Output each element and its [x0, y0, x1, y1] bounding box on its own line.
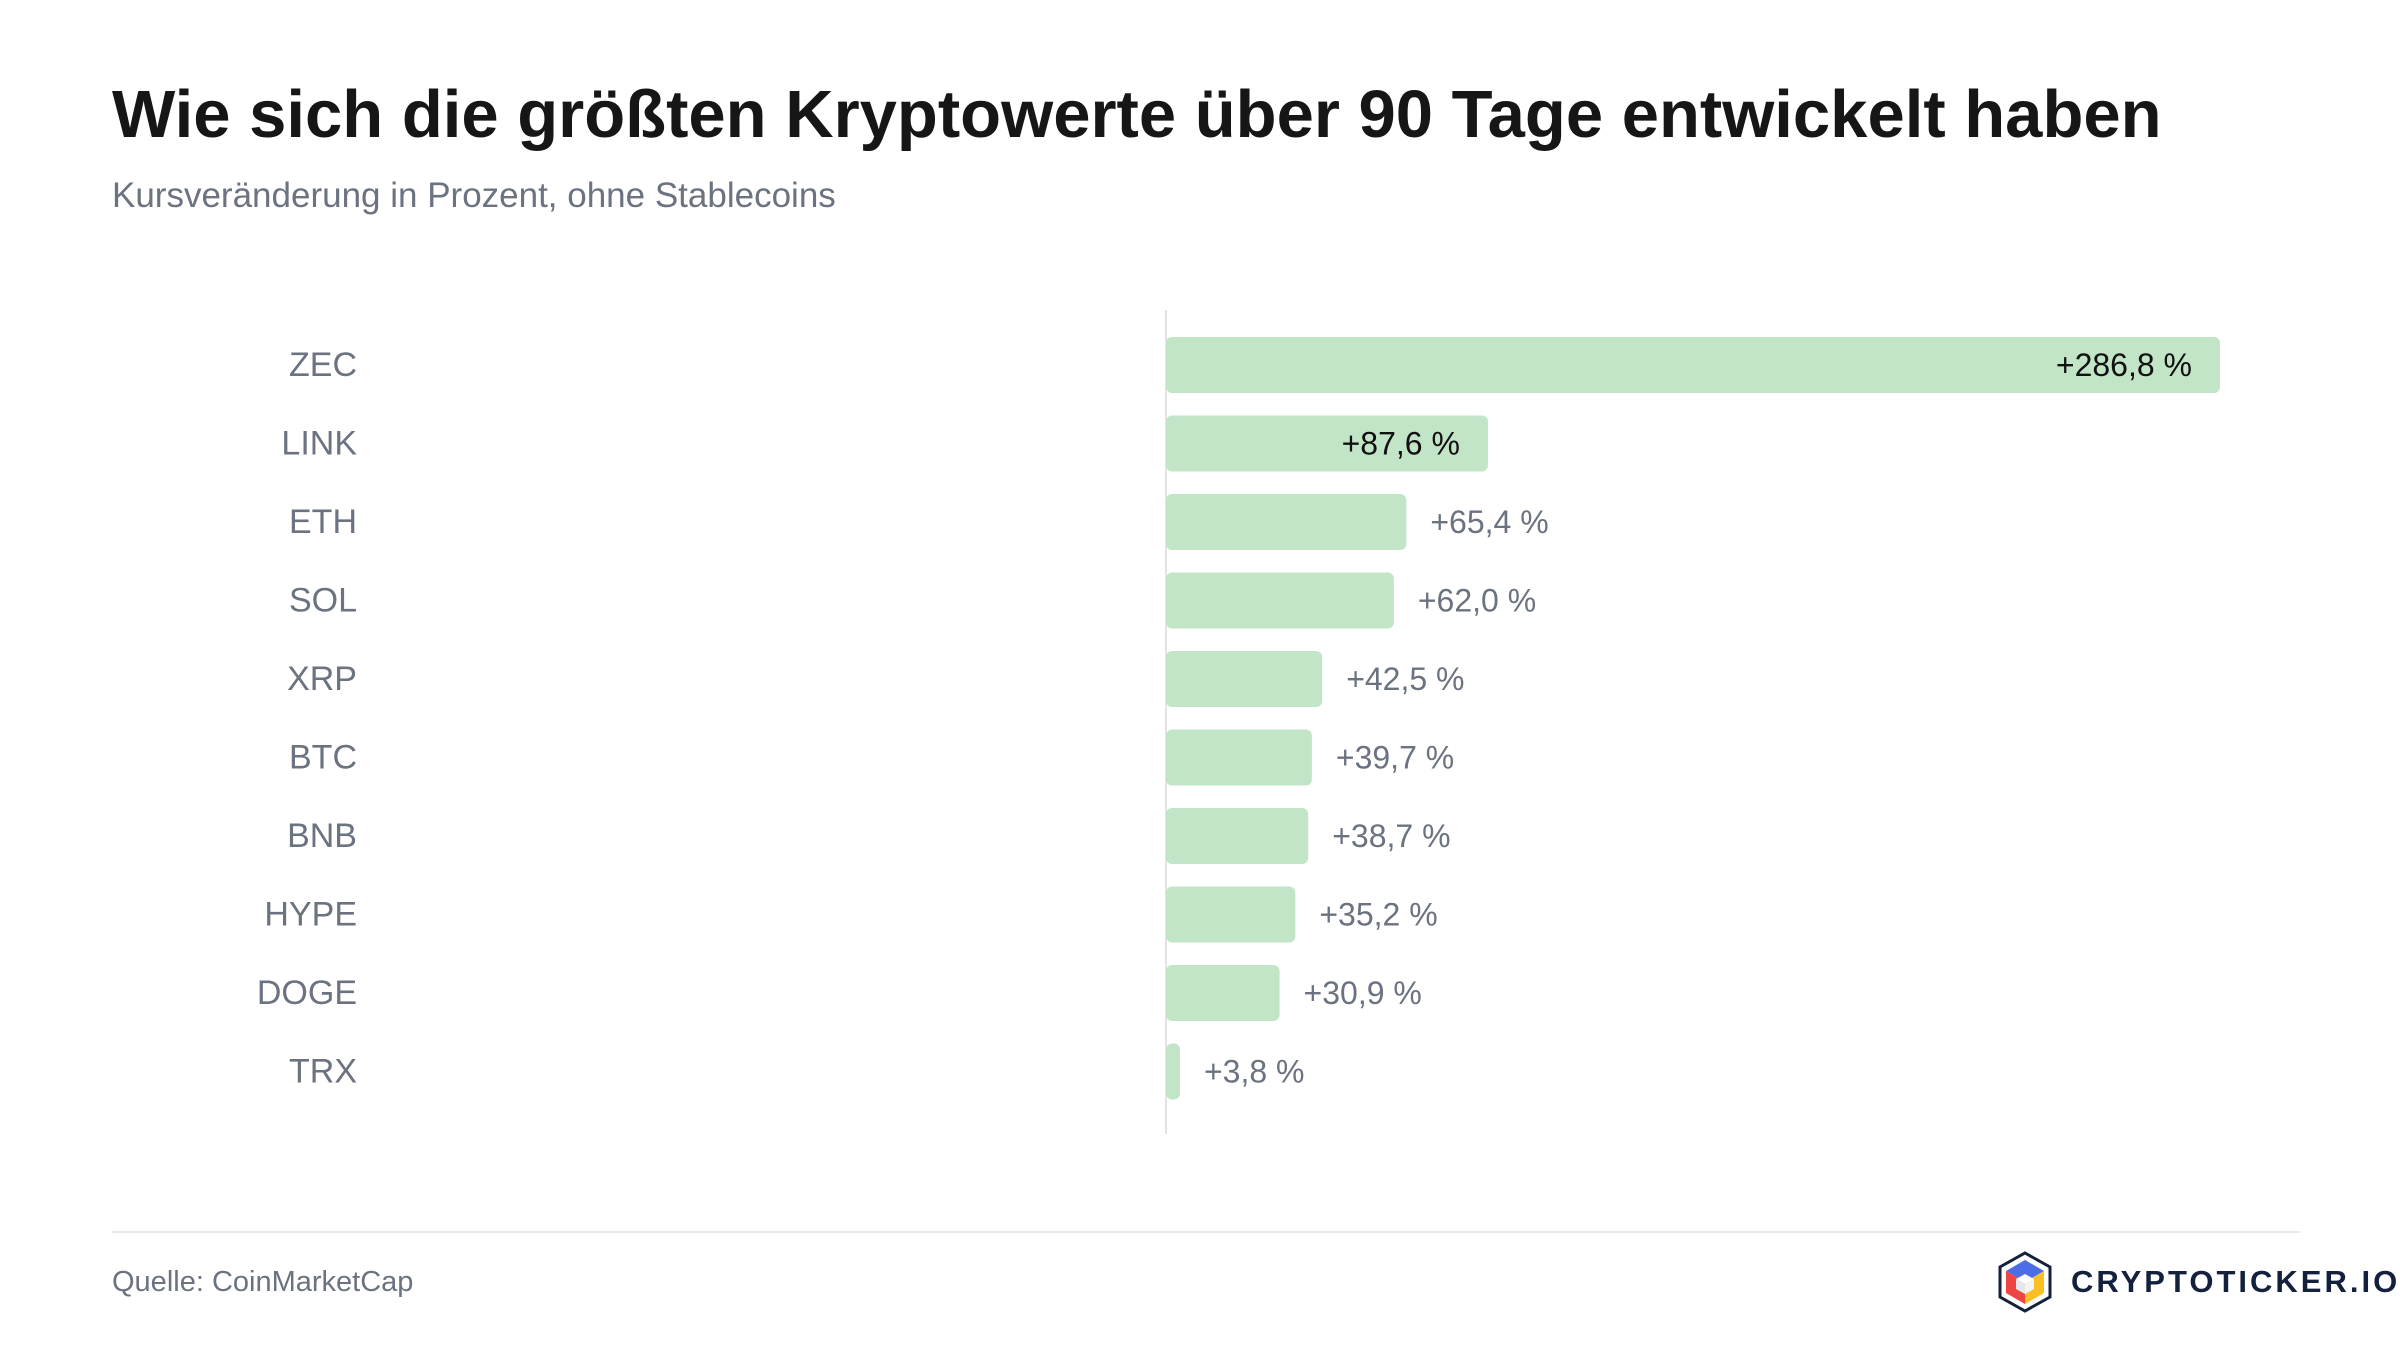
bar — [1166, 494, 1407, 550]
category-label: BNB — [287, 817, 357, 855]
category-label: TRX — [289, 1053, 357, 1091]
category-label: ZEC — [289, 346, 357, 384]
source-note: Quelle: CoinMarketCap — [112, 1266, 414, 1298]
category-label: SOL — [289, 582, 357, 620]
category-label: XRP — [287, 660, 357, 698]
bar — [1166, 808, 1309, 864]
chart-subtitle: Kursveränderung in Prozent, ohne Stablec… — [112, 176, 836, 215]
cube-logo-icon — [1998, 1251, 2052, 1313]
bar-chart: ZEC +286,8 % LINK +87,6 % ETH +65,4 % SOL +62,0… — [257, 310, 2220, 1134]
bar — [1166, 1043, 1180, 1100]
category-label: DOGE — [257, 974, 357, 1012]
bar — [1166, 337, 2220, 393]
value-label: +65,4 % — [1430, 504, 1548, 540]
bar — [1166, 729, 1312, 786]
value-label: +3,8 % — [1204, 1054, 1305, 1090]
brand[interactable]: CRYPTOTICKER.IO — [1993, 1250, 2400, 1314]
bar — [1166, 415, 1488, 472]
category-label: BTC — [289, 739, 357, 777]
value-label: +30,9 % — [1304, 975, 1422, 1011]
bar — [1166, 886, 1296, 943]
value-label: +286,8 % — [2056, 347, 2192, 383]
category-label: LINK — [281, 425, 357, 463]
value-label: +35,2 % — [1319, 897, 1437, 933]
footer-divider — [112, 1231, 2300, 1233]
bar — [1166, 572, 1394, 629]
bar — [1166, 965, 1280, 1021]
value-label: +62,0 % — [1418, 583, 1536, 619]
value-label: +39,7 % — [1336, 740, 1454, 776]
category-label: HYPE — [264, 896, 357, 934]
value-label: +38,7 % — [1332, 818, 1450, 854]
chart-title: Wie sich die größten Kryptowerte über 90… — [112, 77, 2162, 152]
value-label: +87,6 % — [1342, 426, 1460, 462]
value-label: +42,5 % — [1346, 661, 1464, 697]
category-label: ETH — [289, 503, 357, 541]
bar — [1166, 651, 1323, 707]
brand-name: CRYPTOTICKER.IO — [2071, 1264, 2400, 1299]
